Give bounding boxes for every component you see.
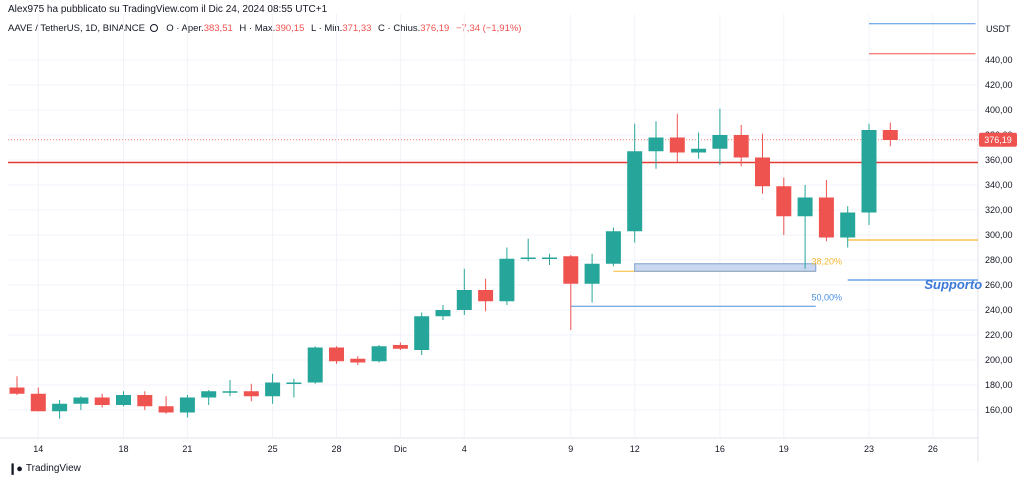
x-tick-label: 14 bbox=[33, 444, 43, 454]
candle-body bbox=[627, 151, 643, 232]
candle-body bbox=[542, 257, 557, 259]
x-tick-label: 21 bbox=[182, 444, 192, 454]
symbol-label[interactable]: AAVE / TetherUS, 1D, BINANCE bbox=[8, 23, 145, 34]
candle-body bbox=[776, 186, 792, 217]
candle-body bbox=[712, 135, 728, 149]
y-tick-label: 280,00 bbox=[985, 255, 1013, 265]
high-label: H · Max. bbox=[239, 23, 276, 34]
y-axis: 160,00 180,00 200,00 220,00 240,00 260,00 280,… bbox=[985, 55, 1013, 415]
candle-body bbox=[94, 397, 110, 405]
ohlc-legend: AAVE / TetherUS, 1D, BINANCE O · Aper.38… bbox=[8, 23, 521, 34]
y-tick-label: 420,00 bbox=[985, 80, 1013, 90]
y-tick-label: 180,00 bbox=[985, 380, 1013, 390]
y-tick-label: 240,00 bbox=[985, 305, 1013, 315]
y-tick-label: 220,00 bbox=[985, 330, 1013, 340]
low-value: 371,33 bbox=[342, 23, 372, 34]
candle-body bbox=[329, 347, 344, 362]
x-tick-label: 16 bbox=[715, 444, 725, 454]
candle-body bbox=[733, 135, 749, 158]
close-value: 376,19 bbox=[420, 23, 450, 34]
candle-body bbox=[584, 263, 600, 284]
low-label: L · Min. bbox=[311, 23, 343, 34]
candle-body bbox=[648, 137, 664, 152]
support-label: Supporto bbox=[924, 277, 982, 292]
x-tick-label: 12 bbox=[630, 444, 640, 454]
publisher-credit: Alex975 ha pubblicato su TradingView.com… bbox=[8, 4, 328, 15]
y-tick-label: 300,00 bbox=[985, 230, 1013, 240]
candle-body bbox=[797, 197, 813, 217]
x-tick-label: 4 bbox=[462, 444, 467, 454]
candle-body bbox=[243, 391, 259, 397]
currency-label[interactable]: USDT bbox=[986, 24, 1011, 34]
candle-body bbox=[435, 310, 451, 317]
candle-body bbox=[414, 316, 430, 350]
drawing-lines bbox=[8, 23, 978, 307]
candle-body bbox=[478, 290, 494, 302]
candle-body bbox=[286, 382, 302, 384]
candle-body bbox=[73, 397, 89, 404]
y-tick-label: 260,00 bbox=[985, 280, 1013, 290]
candle-body bbox=[307, 347, 323, 383]
x-tick-label: 23 bbox=[864, 444, 874, 454]
y-tick-label: 160,00 bbox=[985, 405, 1013, 415]
x-axis: 14 18 21 25 28 Dic 4 9 12 16 19 23 26 bbox=[33, 444, 938, 454]
y-tick-label: 200,00 bbox=[985, 355, 1013, 365]
status-dot-icon bbox=[149, 24, 158, 32]
change-value: −7,34 (−1,91%) bbox=[455, 23, 522, 34]
candle-body bbox=[691, 148, 707, 153]
x-tick-label: Dic bbox=[394, 444, 407, 454]
candle-body bbox=[179, 397, 195, 413]
candle-body bbox=[755, 157, 770, 187]
candle-body bbox=[30, 393, 46, 412]
fib-382-label: 38,20% bbox=[811, 256, 842, 266]
candle-body bbox=[861, 130, 877, 213]
candle-body bbox=[605, 231, 621, 264]
candle-body bbox=[201, 391, 217, 398]
annotations: 38,20% 50,00% Supporto 376,19 bbox=[811, 132, 1017, 303]
brand-name: TradingView bbox=[25, 463, 81, 474]
candle-body bbox=[818, 197, 834, 238]
y-tick-label: 320,00 bbox=[985, 205, 1013, 215]
candle-body bbox=[669, 137, 685, 153]
candle-body bbox=[116, 395, 131, 405]
candle-body bbox=[222, 391, 238, 393]
open-label: O · Aper. bbox=[166, 23, 204, 34]
candle-body bbox=[265, 382, 281, 397]
candle-body bbox=[456, 290, 472, 310]
high-value: 390,15 bbox=[275, 23, 305, 34]
candle-body bbox=[499, 258, 515, 302]
y-tick-label: 440,00 bbox=[985, 55, 1013, 65]
x-tick-label: 18 bbox=[118, 444, 128, 454]
candle-body bbox=[350, 358, 366, 363]
current-price-label: 376,19 bbox=[984, 135, 1012, 145]
candle-body bbox=[371, 346, 387, 362]
y-tick-label: 340,00 bbox=[985, 180, 1013, 190]
current-price-tag bbox=[979, 132, 1017, 147]
candle-body bbox=[158, 406, 174, 413]
candles bbox=[9, 108, 898, 419]
close-label: C · Chius. bbox=[378, 23, 421, 34]
fib-50-label: 50,00% bbox=[811, 293, 842, 303]
x-tick-label: 28 bbox=[331, 444, 341, 454]
fib-zone-box bbox=[634, 263, 817, 272]
x-tick-label: 26 bbox=[928, 444, 938, 454]
y-tick-label: 360,00 bbox=[985, 155, 1013, 165]
tradingview-branding[interactable]: ❙● TradingView bbox=[8, 462, 81, 475]
candle-body bbox=[137, 395, 153, 407]
y-tick-label: 400,00 bbox=[985, 105, 1013, 115]
candle-body bbox=[563, 256, 579, 284]
candle-body bbox=[882, 130, 898, 140]
candle-body bbox=[840, 212, 856, 238]
x-tick-label: 19 bbox=[779, 444, 789, 454]
tradingview-logo-icon: ❙● bbox=[8, 463, 23, 475]
x-tick-label: 25 bbox=[268, 444, 278, 454]
x-tick-label: 9 bbox=[568, 444, 573, 454]
candle-body bbox=[520, 257, 536, 259]
open-value: 383,51 bbox=[203, 23, 233, 34]
candle-body bbox=[392, 345, 408, 349]
candle-body bbox=[52, 403, 68, 412]
candle-body bbox=[9, 387, 25, 394]
